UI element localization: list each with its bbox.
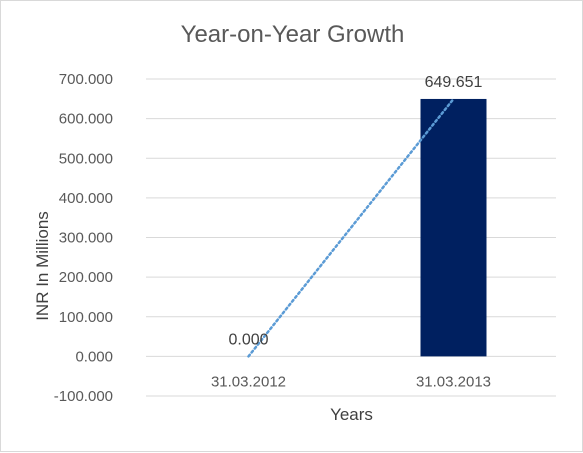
data-label: 649.651 <box>425 74 483 91</box>
y-tick-label: 200.000 <box>59 269 113 286</box>
y-tick-label: 300.000 <box>59 230 113 247</box>
y-tick-label: 100.000 <box>59 309 113 326</box>
x-tick-label: 31.03.2013 <box>416 373 491 390</box>
y-tick-label: 500.000 <box>59 150 113 167</box>
bar <box>421 99 487 356</box>
y-tick-label: 0.000 <box>75 348 113 365</box>
y-tick-label: -100.000 <box>54 388 113 405</box>
data-label: 0.000 <box>228 331 268 348</box>
x-tick-label: 31.03.2012 <box>211 373 286 390</box>
y-tick-label: 700.000 <box>59 71 113 88</box>
y-tick-label: 400.000 <box>59 190 113 207</box>
y-tick-label: 600.000 <box>59 111 113 128</box>
